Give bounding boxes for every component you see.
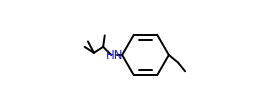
Text: HN: HN (106, 49, 123, 61)
